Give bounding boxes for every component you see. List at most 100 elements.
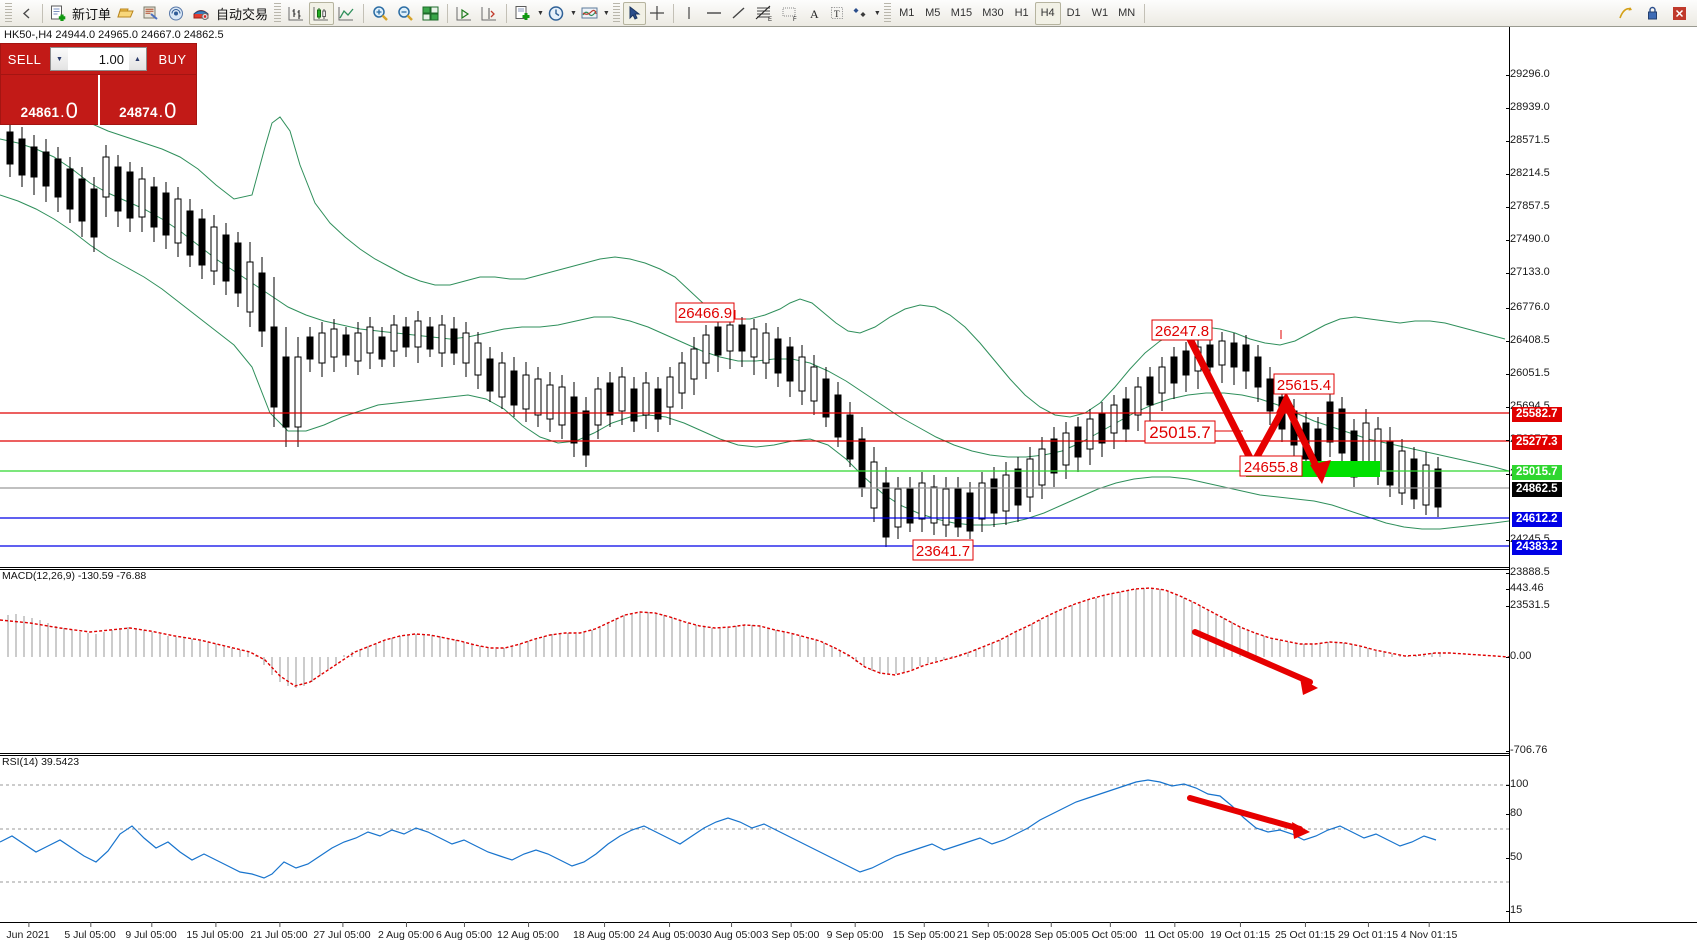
price-badge-resistance-1[interactable]: 25582.7 <box>1512 407 1562 422</box>
channel-button[interactable]: F <box>777 2 803 25</box>
indicator-button[interactable] <box>577 2 602 25</box>
axis-tick: 26776.0 <box>1506 301 1550 313</box>
autotrading-button[interactable]: 自动交易 <box>189 2 271 25</box>
zoom-in-button[interactable] <box>368 2 393 25</box>
horizontal-levels <box>0 412 1509 547</box>
cursor-button[interactable] <box>622 1 646 25</box>
network-button[interactable] <box>164 2 189 25</box>
time-tick: 29 Oct 01:15 <box>1337 922 1399 941</box>
zoom-in-icon <box>373 5 388 21</box>
buy-button[interactable]: BUY <box>158 51 187 67</box>
time-axis[interactable]: Jun 2021 5 Jul 05:00 9 Jul 05:00 15 Jul … <box>0 922 1697 950</box>
trendline-button[interactable] <box>727 2 751 25</box>
ask-quote[interactable]: 24874 . 0 <box>100 75 197 125</box>
tf-m15[interactable]: M15 <box>950 7 973 19</box>
shift-end-icon <box>456 6 472 20</box>
time-tick: 4 Nov 01:15 <box>1400 922 1458 941</box>
shapes-button[interactable] <box>849 2 873 25</box>
tf-w1[interactable]: W1 <box>1091 7 1109 19</box>
time-tick: 5 Jul 05:00 <box>64 922 116 941</box>
hline-button[interactable] <box>701 2 727 25</box>
tile-windows-button[interactable] <box>418 2 443 25</box>
annotation-leaders <box>734 310 1282 432</box>
price-badge-resistance-2[interactable]: 25277.3 <box>1512 435 1562 450</box>
tf-m1[interactable]: M1 <box>899 7 915 19</box>
folder-icon <box>117 8 134 17</box>
axis-tick: 23888.5 <box>1506 566 1550 578</box>
divider-6 <box>1144 3 1146 23</box>
svg-text:E: E <box>768 17 772 22</box>
bid-quote[interactable]: 24861 . 0 <box>1 75 100 125</box>
pane-separator-2[interactable] <box>0 753 1697 754</box>
svg-text:25615.4: 25615.4 <box>1277 377 1331 394</box>
tf-m30[interactable]: M30 <box>982 7 1004 19</box>
text-button[interactable]: A <box>803 2 826 25</box>
volume-decrease-button[interactable]: ▼ <box>51 48 68 70</box>
new-order-label: 新订单 <box>72 6 112 22</box>
tf-mn[interactable]: MN <box>1118 7 1136 19</box>
rsi-pane[interactable] <box>0 756 1509 922</box>
time-tick: Jun 2021 <box>6 922 50 941</box>
bar-chart-button[interactable] <box>284 2 309 25</box>
rsi-level-lines <box>0 784 1509 883</box>
volume-increase-button[interactable]: ▲ <box>129 48 146 70</box>
text-label-button[interactable]: T <box>826 2 849 25</box>
tf-m5[interactable]: M5 <box>925 7 941 19</box>
help-button[interactable] <box>1614 2 1637 25</box>
close-button[interactable] <box>1668 2 1691 25</box>
new-order-icon <box>51 5 66 21</box>
template-caret-icon[interactable]: ▼ <box>537 9 544 17</box>
template-icon <box>515 5 530 20</box>
fibonacci-button[interactable]: E <box>751 2 777 25</box>
autotrading-label: 自动交易 <box>216 6 269 22</box>
auto-scroll-button[interactable] <box>477 2 502 25</box>
toolbar-grip-3[interactable] <box>612 3 620 23</box>
rsi-axis-tick: 15 <box>1505 904 1523 916</box>
one-click-trading-panel[interactable]: SELL ▼ 1.00 ▲ BUY 24861 . 0 24874 . 0 <box>0 43 197 125</box>
period-button[interactable] <box>544 2 569 25</box>
time-tick: 28 Sep 05:00 <box>1019 922 1083 941</box>
toolbar-grip[interactable] <box>5 3 12 23</box>
new-order-button[interactable]: 新订单 <box>47 2 114 25</box>
folder-button[interactable] <box>114 2 139 25</box>
tf-h1[interactable]: H1 <box>1014 7 1029 19</box>
price-badge-support-1[interactable]: 24612.2 <box>1512 512 1562 527</box>
shift-end-button[interactable] <box>452 2 477 25</box>
toolbar-grip-2[interactable] <box>274 3 282 23</box>
toolbar-left-arrow-icon[interactable] <box>15 2 38 25</box>
price-badge-last-price[interactable]: 24862.5 <box>1512 482 1562 497</box>
price-pane[interactable]: 26466.9 26247.8 25615.4 25015.7 <box>0 27 1509 567</box>
macd-pane[interactable] <box>0 570 1509 753</box>
data-window-button[interactable] <box>139 2 164 25</box>
candlestick-chart-button[interactable] <box>309 1 335 25</box>
price-badge-support-2[interactable]: 24383.2 <box>1512 540 1562 555</box>
tf-d1[interactable]: D1 <box>1066 7 1081 19</box>
chart-window[interactable]: HK50-,H4 24944.0 24965.0 24667.0 24862.5 <box>0 27 1697 950</box>
rsi-axis-tick: 80 <box>1505 807 1523 819</box>
zoom-out-button[interactable] <box>393 2 418 25</box>
main-toolbar: 新订单 <box>0 0 1697 27</box>
template-button[interactable] <box>511 2 536 25</box>
price-badge-support-zone[interactable]: 25015.7 <box>1512 465 1562 480</box>
line-chart-button[interactable] <box>334 2 359 25</box>
tf-h4[interactable]: H4 <box>1034 1 1061 25</box>
pane-separator-1[interactable] <box>0 567 1697 568</box>
volume-stepper[interactable]: ▼ 1.00 ▲ <box>50 47 147 71</box>
cursor-icon <box>629 5 641 20</box>
arrow-down-2 <box>1282 400 1324 478</box>
price-chart-svg: 26466.9 26247.8 25615.4 25015.7 <box>0 86 1509 561</box>
volume-input[interactable]: 1.00 <box>68 48 129 70</box>
vline-button[interactable] <box>678 2 701 25</box>
crosshair-button[interactable] <box>646 2 669 25</box>
text-icon: A <box>810 7 819 21</box>
arrow-up-1 <box>1249 400 1290 468</box>
sell-button[interactable]: SELL <box>7 51 42 67</box>
lock-button[interactable] <box>1641 2 1664 25</box>
price-axis[interactable]: 29296.0 28939.0 28571.5 28214.5 27857.5 … <box>1505 27 1697 922</box>
indicator-caret-icon[interactable]: ▼ <box>602 9 610 17</box>
period-caret-icon[interactable]: ▼ <box>569 9 577 17</box>
toolbar-grip-4[interactable] <box>883 3 891 23</box>
divider-5 <box>672 3 674 23</box>
time-tick: 9 Jul 05:00 <box>125 922 177 941</box>
shapes-caret-icon[interactable]: ▼ <box>873 9 881 17</box>
